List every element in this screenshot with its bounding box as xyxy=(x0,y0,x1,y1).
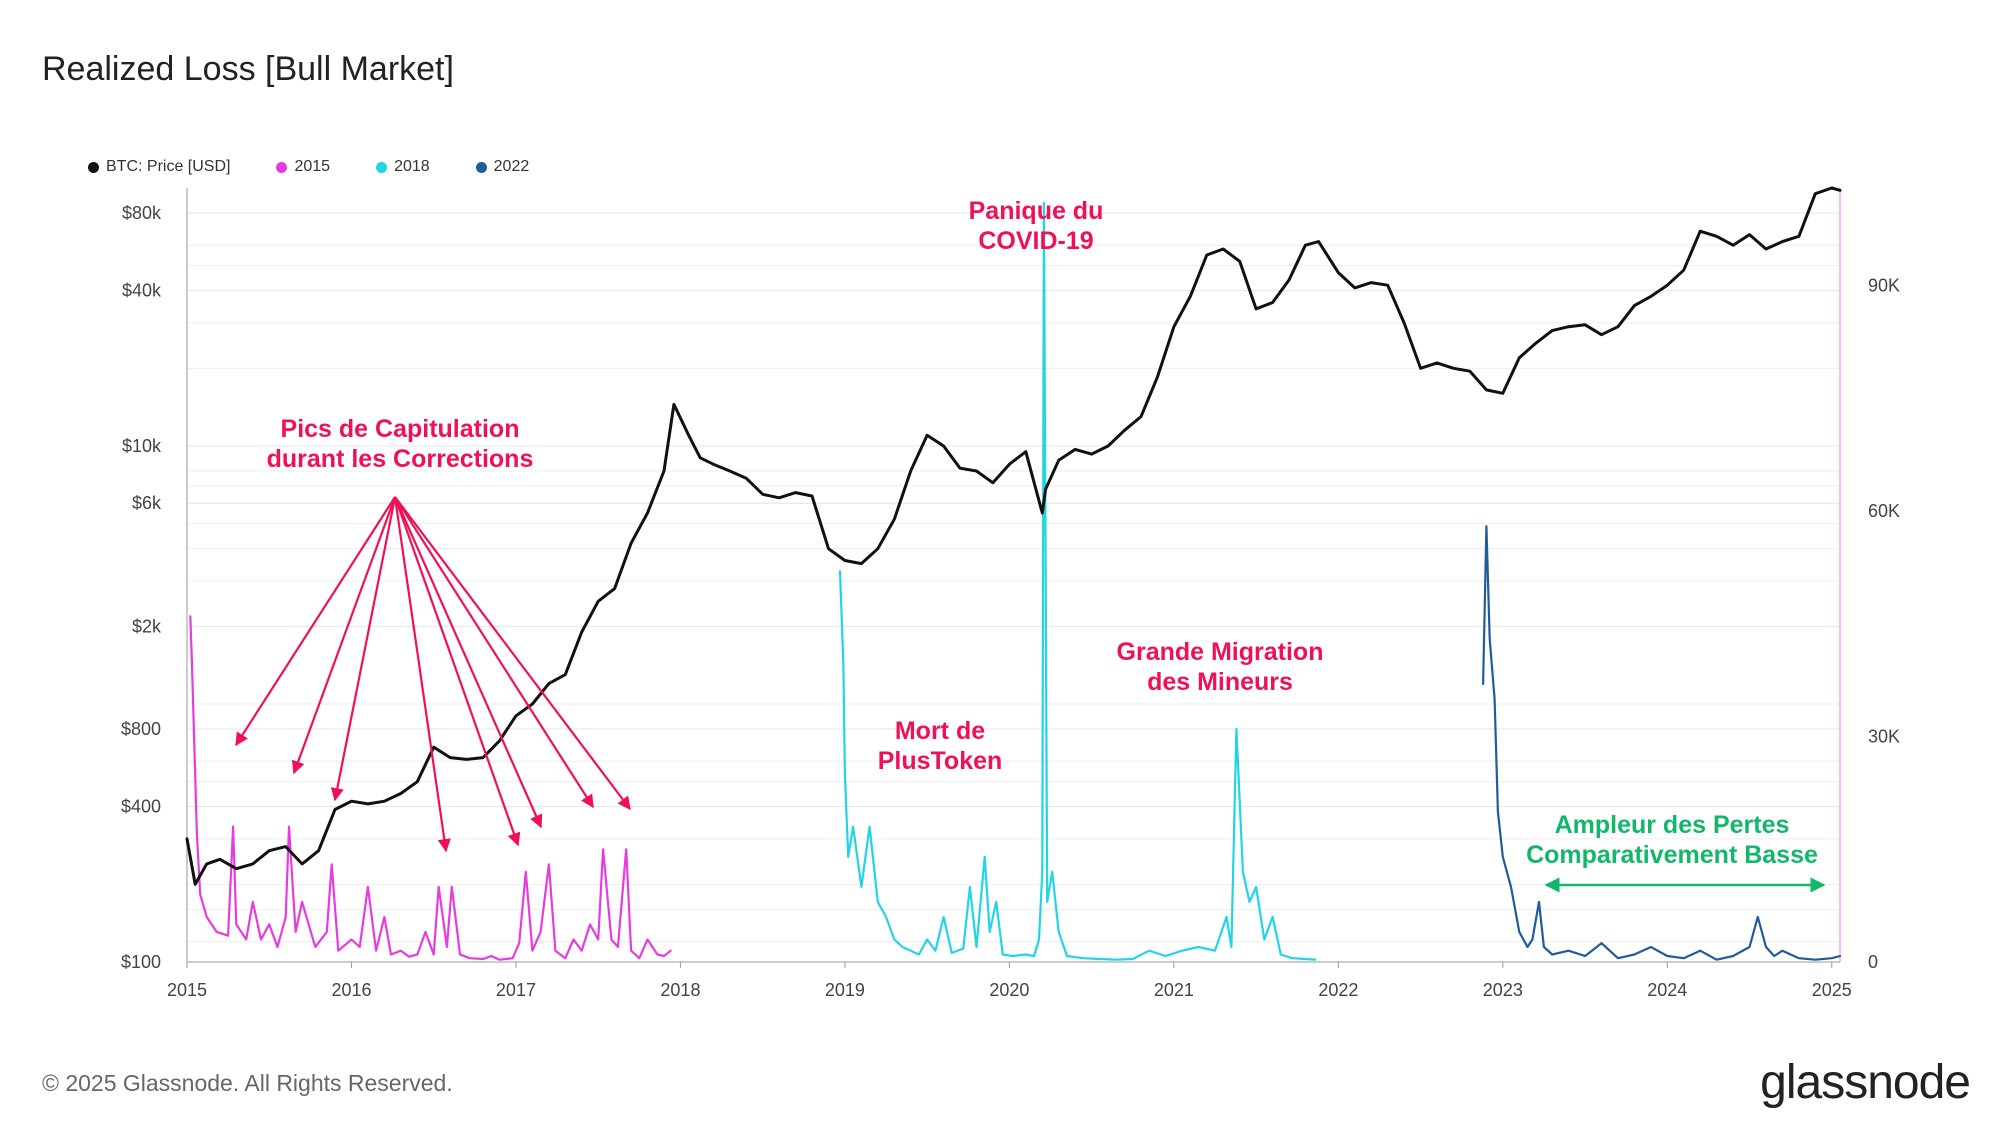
legend-label-2022: 2022 xyxy=(493,158,530,175)
x-axis: 2015 2016 2017 2018 2019 2020 2021 2022 2023 2024… xyxy=(167,961,1852,1000)
left-axis-tick-label: $40k xyxy=(122,281,162,301)
annotation-ampleur-line2: Comparativement Basse xyxy=(1526,841,1818,869)
x-axis-tick-label: 2018 xyxy=(660,980,700,1000)
series-line-2015 xyxy=(189,615,672,961)
right-axis: 0 30K 60K 90K xyxy=(1839,188,1900,972)
capitulation-arrow-8 xyxy=(394,496,631,811)
annotation-miners-line2: des Mineurs xyxy=(1147,668,1293,696)
x-axis-tick-label: 2023 xyxy=(1483,980,1523,1000)
x-axis-tick-label: 2016 xyxy=(331,980,371,1000)
x-axis-tick-label: 2021 xyxy=(1154,980,1194,1000)
legend-item-price[interactable]: BTC: Price [USD] xyxy=(88,158,230,176)
legend-item-2018[interactable]: 2018 xyxy=(376,158,430,176)
annotation-capitulation-line1: Pics de Capitulation xyxy=(281,415,520,443)
capitulation-arrow-7 xyxy=(394,496,594,809)
chart-title: Realized Loss [Bull Market] xyxy=(42,50,454,88)
annotation-capitulation: Pics de Capitulation durant les Correcti… xyxy=(235,415,631,853)
legend-dot-2018 xyxy=(376,161,388,173)
chart-legend: BTC: Price [USD] 2015 2018 2022 xyxy=(88,158,575,176)
right-axis-tick-label: 30K xyxy=(1868,727,1900,747)
annotation-covid-line2: COVID-19 xyxy=(978,227,1093,255)
left-axis-tick-label: $2k xyxy=(132,616,162,636)
capitulation-arrow-5 xyxy=(393,496,521,847)
x-axis-tick-label: 2025 xyxy=(1812,980,1852,1000)
annotation-miners: Grande Migration des Mineurs xyxy=(1117,638,1324,696)
series-line-2018 xyxy=(838,201,1317,961)
right-axis-tick-label: 0 xyxy=(1868,952,1878,972)
annotation-capitulation-line2: durant les Corrections xyxy=(267,445,534,473)
footer-copyright: © 2025 Glassnode. All Rights Reserved. xyxy=(42,1070,453,1096)
legend-label-price: BTC: Price [USD] xyxy=(106,158,231,175)
footer-brand-logo: glassnode xyxy=(1760,1056,1971,1109)
annotation-ampleur-line1: Ampleur des Pertes xyxy=(1555,811,1790,839)
legend-label-2015: 2015 xyxy=(294,158,331,175)
capitulation-arrow-4 xyxy=(393,496,451,853)
left-axis-tick-label: $100 xyxy=(121,952,161,972)
x-axis-tick-label: 2022 xyxy=(1318,980,1358,1000)
series-line-2022 xyxy=(1481,525,1842,961)
annotation-miners-line1: Grande Migration xyxy=(1117,638,1324,666)
x-axis-tick-label: 2017 xyxy=(496,980,536,1000)
left-axis-tick-label: $400 xyxy=(121,797,161,817)
left-axis-tick-label: $80k xyxy=(122,203,162,223)
capitulation-arrow-3 xyxy=(330,496,397,802)
capitulation-arrow-6 xyxy=(393,496,543,829)
left-axis: $100 $400 $800 $2k $6k $10k $40k $80k xyxy=(121,188,188,972)
right-axis-tick-label: 60K xyxy=(1868,501,1900,521)
annotation-covid: Panique du COVID-19 xyxy=(969,197,1104,255)
legend-dot-price xyxy=(88,161,99,173)
legend-dot-2015 xyxy=(276,161,288,173)
annotation-ampleur: Ampleur des Pertes Comparativement Basse xyxy=(1526,811,1826,893)
left-axis-tick-label: $800 xyxy=(121,719,161,739)
annotation-plustoken-line1: Mort de xyxy=(895,717,985,745)
right-axis-tick-label: 90K xyxy=(1868,276,1900,296)
capitulation-arrow-1 xyxy=(235,496,396,747)
x-axis-tick-label: 2019 xyxy=(825,980,865,1000)
x-axis-tick-label: 2024 xyxy=(1647,980,1687,1000)
legend-item-2022[interactable]: 2022 xyxy=(475,158,530,176)
legend-dot-2022 xyxy=(475,161,487,173)
series-line-btc-price-usd xyxy=(185,186,1842,886)
annotation-plustoken: Mort de PlusToken xyxy=(878,717,1003,775)
legend-item-2015[interactable]: 2015 xyxy=(276,158,330,176)
x-axis-tick-label: 2020 xyxy=(989,980,1029,1000)
legend-label-2018: 2018 xyxy=(394,158,430,175)
capitulation-arrow-2 xyxy=(291,496,397,775)
left-axis-tick-label: $6k xyxy=(132,493,162,513)
left-axis-tick-label: $10k xyxy=(122,436,162,456)
annotation-plustoken-line2: PlusToken xyxy=(878,747,1003,775)
series-layer xyxy=(185,186,1842,961)
x-axis-tick-label: 2015 xyxy=(167,980,207,1000)
annotation-covid-line1: Panique du xyxy=(969,197,1104,225)
